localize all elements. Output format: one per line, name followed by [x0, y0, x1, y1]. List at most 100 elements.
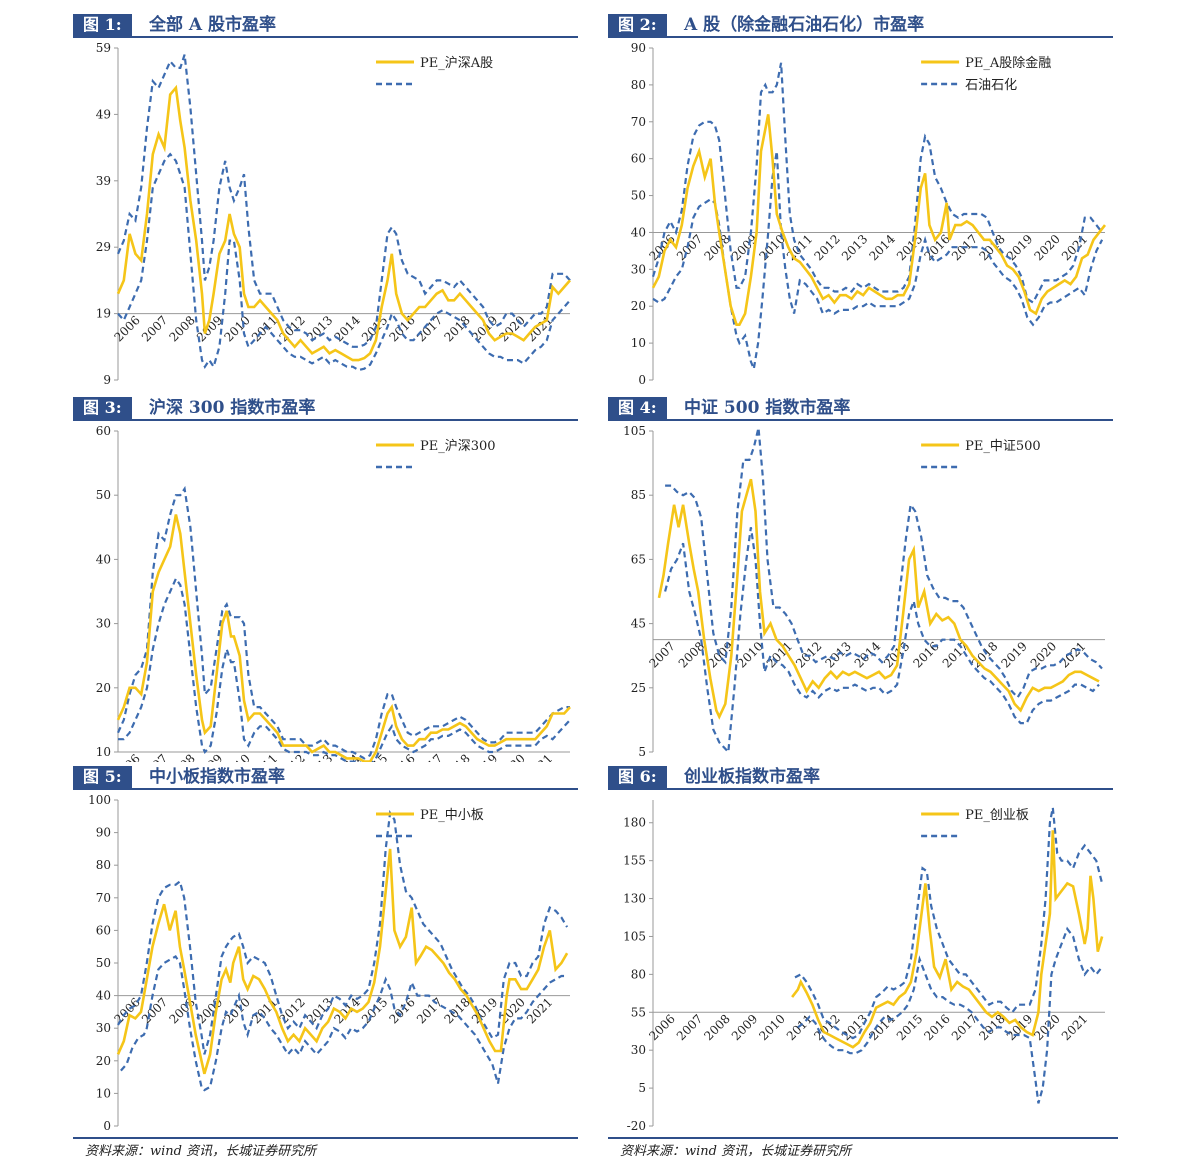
panel-6: 图 6: 创业板指数市盈率 -20 5 30 55 80 105 130 155 180 2006… [608, 766, 1113, 1136]
y-tick-label: 90 [96, 826, 111, 840]
y-tick-label: 40 [631, 225, 646, 239]
panel-6-header: 图 6: 创业板指数市盈率 [608, 766, 1113, 790]
y-tick-label: 25 [631, 681, 646, 695]
legend-pe-label: PE_中证500 [965, 439, 1041, 454]
band-upper-line [651, 62, 1103, 305]
x-year-label: 2010 [221, 751, 252, 762]
y-tick-label: 0 [103, 1119, 111, 1133]
x-year-label: 2014 [866, 232, 898, 264]
x-year-label: 2007 [646, 639, 677, 670]
y-tick-label: 70 [631, 115, 646, 129]
legend-pe-label: PE_A股除金融 [965, 55, 1051, 71]
chart-4-svg: 5254565851052007200820092010201120122013… [623, 424, 1105, 759]
x-year-label: 2021 [1057, 639, 1088, 670]
x-year-label: 2017 [414, 313, 445, 344]
x-year-label: 2017 [414, 751, 445, 762]
figure-badge: 图 1: [73, 14, 132, 36]
y-tick-label: 60 [631, 152, 646, 166]
y-tick-label: 60 [96, 424, 111, 438]
x-year-label: 2006 [111, 313, 142, 344]
pe-line [116, 514, 571, 762]
x-year-label: 2019 [469, 751, 500, 762]
figure-badge: 图 2: [608, 14, 667, 36]
band-lower-line [120, 955, 568, 1092]
band-upper-line [665, 427, 1103, 700]
x-year-label: 2013 [304, 751, 335, 762]
y-tick-label: 30 [631, 262, 646, 276]
y-tick-label: 80 [631, 78, 646, 92]
band-upper-line [794, 807, 1104, 1040]
x-year-label: 2013 [839, 1012, 870, 1043]
y-tick-label: 5 [638, 1081, 646, 1095]
footer-divider-right [608, 1137, 1118, 1139]
y-tick-label: 65 [631, 552, 646, 566]
panel-4: 图 4: 中证 500 指数市盈率 5 25 45 65 85 105 2007 2008 20… [608, 397, 1113, 762]
x-year-label: 2013 [304, 995, 335, 1026]
y-tick-label: 50 [96, 956, 111, 970]
y-tick-label: 10 [96, 745, 111, 759]
chart-5-svg: 0102030405060708090100200620072008200920… [88, 793, 570, 1133]
x-year-label: 2010 [756, 1012, 787, 1043]
pe-line [651, 114, 1107, 327]
figure-badge: 图 5: [73, 766, 132, 788]
x-year-label: 2015 [359, 751, 390, 762]
figure-badge: 图 4: [608, 397, 667, 419]
y-tick-label: 105 [623, 424, 646, 438]
chart-title: 沪深 300 指数市盈率 [149, 398, 316, 418]
x-year-label: 2020 [496, 751, 527, 762]
y-tick-label: 20 [631, 299, 646, 313]
band-upper-line [117, 809, 569, 1055]
source-note-right: 资料来源：wind 资讯，长城证券研究所 [620, 1144, 852, 1159]
x-year-label: 2007 [674, 1012, 705, 1043]
y-tick-label: 50 [96, 488, 111, 502]
x-year-label: 2021 [1059, 1012, 1090, 1043]
y-tick-label: 5 [638, 745, 646, 759]
y-tick-label: 55 [631, 1005, 646, 1019]
chart-title: A 股（除金融石油石化）市盈率 [684, 15, 925, 35]
figure-badge: 图 6: [608, 766, 667, 788]
y-tick-label: 9 [103, 373, 111, 387]
y-tick-label: -20 [627, 1119, 646, 1133]
band-lower-line [117, 152, 571, 372]
y-tick-label: 10 [96, 1086, 111, 1100]
figure-badge: 图 3: [73, 397, 132, 419]
x-year-label: 2006 [111, 751, 142, 762]
legend-pe-label: PE_沪深300 [420, 438, 496, 454]
panel-2-header: 图 2: A 股（除金融石油石化）市盈率 [608, 14, 1113, 38]
legend-pe-label: PE_创业板 [965, 808, 1029, 823]
chart-3-svg: 10 20 30 40 50 60 2006200720082009201020112012… [96, 424, 571, 762]
x-year-label: 2020 [1031, 232, 1062, 263]
y-tick-label: 100 [88, 793, 111, 807]
x-year-label: 2018 [441, 751, 472, 762]
x-year-label: 2015 [359, 995, 390, 1026]
panel-4-header: 图 4: 中证 500 指数市盈率 [608, 397, 1113, 421]
band-upper-line [116, 54, 571, 348]
legend-band-label: 石油石化 [965, 78, 1017, 93]
band-lower-line [797, 926, 1103, 1104]
x-year-label: 2009 [194, 995, 225, 1026]
y-tick-label: 60 [96, 923, 111, 937]
x-year-label: 2014 [331, 313, 363, 345]
y-tick-label: 29 [96, 240, 111, 254]
chart-title: 中证 500 指数市盈率 [684, 398, 851, 418]
x-year-label: 2017 [414, 995, 445, 1026]
x-year-label: 2016 [921, 1012, 952, 1043]
y-tick-label: 39 [96, 174, 111, 188]
y-tick-label: 10 [631, 336, 646, 350]
x-year-label: 2011 [249, 751, 280, 762]
y-tick-label: 59 [96, 41, 111, 55]
footer-divider-left [73, 1137, 578, 1139]
x-year-label: 2014 [331, 751, 363, 762]
y-tick-label: 85 [631, 488, 646, 502]
x-year-label: 2008 [166, 751, 197, 762]
pe-line [657, 478, 1100, 720]
panel-5: 图 5: 中小板指数市盈率 0 10 20 30 40 50 60 70 80 90 100 2006… [73, 766, 578, 1136]
panel-3: 图 3: 沪深 300 指数市盈率 1020304050602006200720… [73, 397, 578, 762]
panel-3-header: 图 3: 沪深 300 指数市盈率 [73, 397, 578, 421]
x-year-label: 2011 [784, 1012, 815, 1043]
x-year-label: 2016 [386, 995, 417, 1026]
panel-2: 图 2: A 股（除金融石油石化）市盈率 0 10 20 30 40 50 60 70 80 90… [608, 14, 1113, 390]
y-tick-label: 19 [96, 307, 111, 321]
x-year-label: 2007 [139, 751, 170, 762]
x-year-label: 2008 [166, 313, 197, 344]
